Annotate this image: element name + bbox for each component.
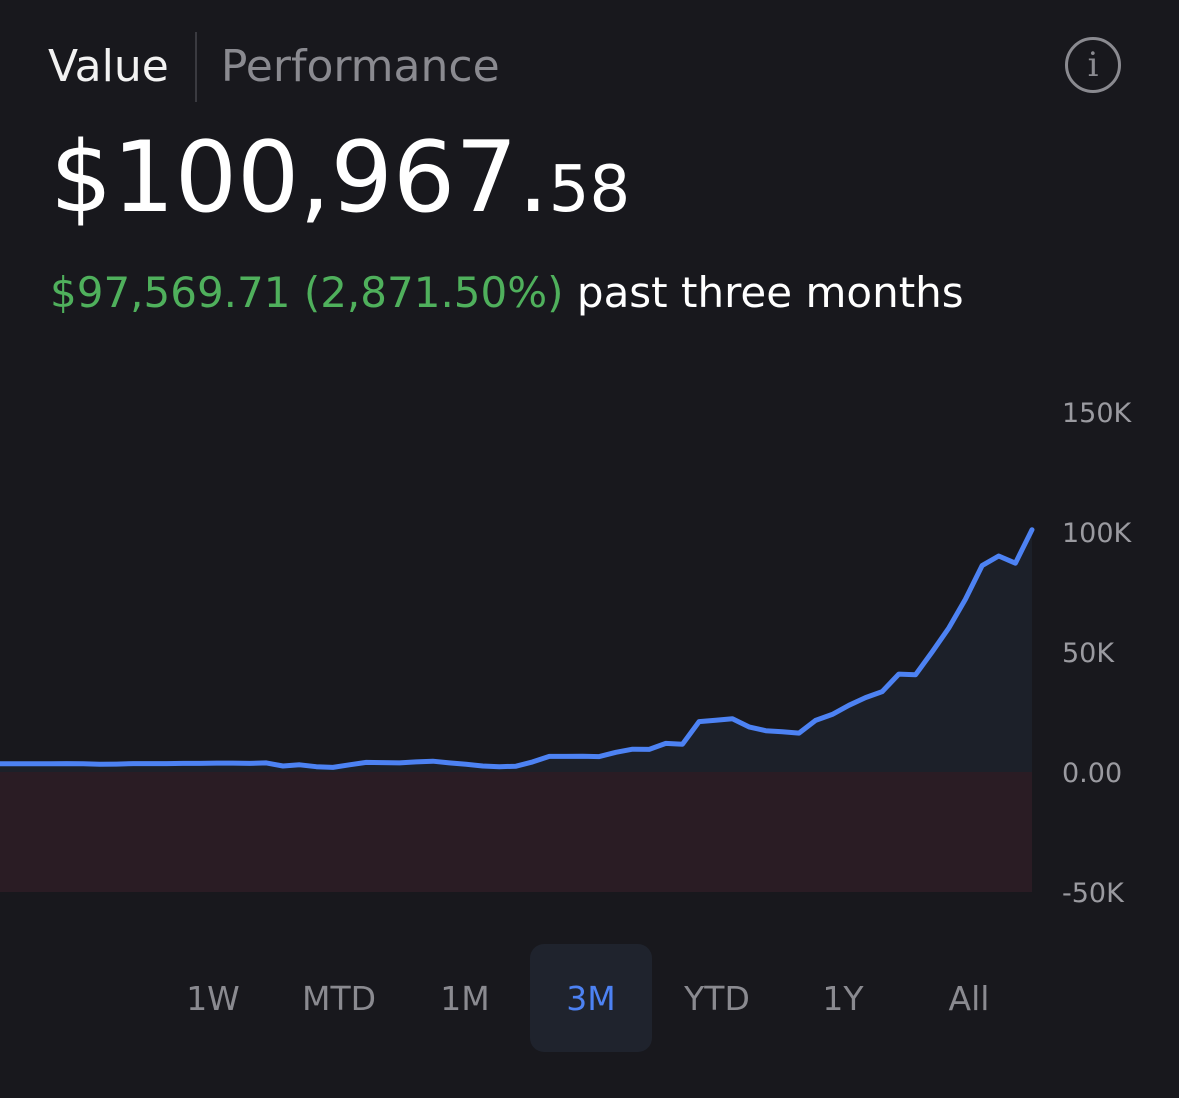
tab-value[interactable]: Value bbox=[48, 41, 169, 92]
portfolio-value: $100,967. 58 bbox=[50, 118, 630, 238]
y-tick-label: 0.00 bbox=[1062, 758, 1122, 789]
info-circle-icon[interactable]: i bbox=[1065, 37, 1121, 93]
y-tick-label: 100K bbox=[1062, 518, 1133, 549]
range-1w[interactable]: 1W bbox=[186, 978, 240, 1018]
range-selector: 1W MTD 1M 3M YTD 1Y All bbox=[150, 944, 1032, 1052]
value-chart[interactable]: 150K 100K 50K 0.00 -50K bbox=[0, 380, 1179, 920]
value-dollars: $100,967. bbox=[50, 121, 549, 235]
range-ytd[interactable]: YTD bbox=[684, 978, 750, 1018]
change-amount: $97,569.71 (2,871.50%) bbox=[50, 268, 564, 317]
range-1m[interactable]: 1M bbox=[440, 978, 490, 1018]
y-tick-label: 150K bbox=[1062, 398, 1133, 429]
value-cents: 58 bbox=[548, 153, 631, 227]
negative-region bbox=[0, 772, 1032, 892]
series-line bbox=[0, 527, 1035, 770]
tab-performance[interactable]: Performance bbox=[220, 41, 500, 92]
y-tick-label: 50K bbox=[1062, 638, 1115, 669]
range-1y[interactable]: 1Y bbox=[822, 978, 864, 1018]
range-mtd[interactable]: MTD bbox=[301, 978, 377, 1018]
positive-area-fill bbox=[0, 529, 1032, 772]
range-3m[interactable]: 3M bbox=[530, 944, 652, 1052]
change-period: past three months bbox=[576, 268, 964, 317]
y-axis-ticks: 150K 100K 50K 0.00 -50K bbox=[1062, 398, 1133, 909]
view-tabs: Value Performance bbox=[48, 32, 500, 102]
range-all[interactable]: All bbox=[948, 978, 990, 1018]
info-glyph: i bbox=[1087, 45, 1099, 85]
tab-divider bbox=[194, 32, 197, 102]
y-tick-label: -50K bbox=[1062, 878, 1125, 909]
change-summary: $97,569.71 (2,871.50%) past three months bbox=[50, 263, 964, 323]
